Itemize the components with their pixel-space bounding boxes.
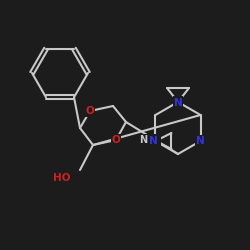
Text: N: N bbox=[149, 136, 158, 146]
Text: N: N bbox=[174, 98, 182, 108]
Text: O: O bbox=[86, 106, 94, 116]
Text: HO: HO bbox=[53, 173, 71, 183]
Text: NH: NH bbox=[139, 135, 155, 145]
Text: N: N bbox=[151, 136, 160, 146]
Text: N: N bbox=[196, 136, 205, 146]
Text: O: O bbox=[112, 135, 120, 145]
Text: N: N bbox=[174, 97, 182, 107]
